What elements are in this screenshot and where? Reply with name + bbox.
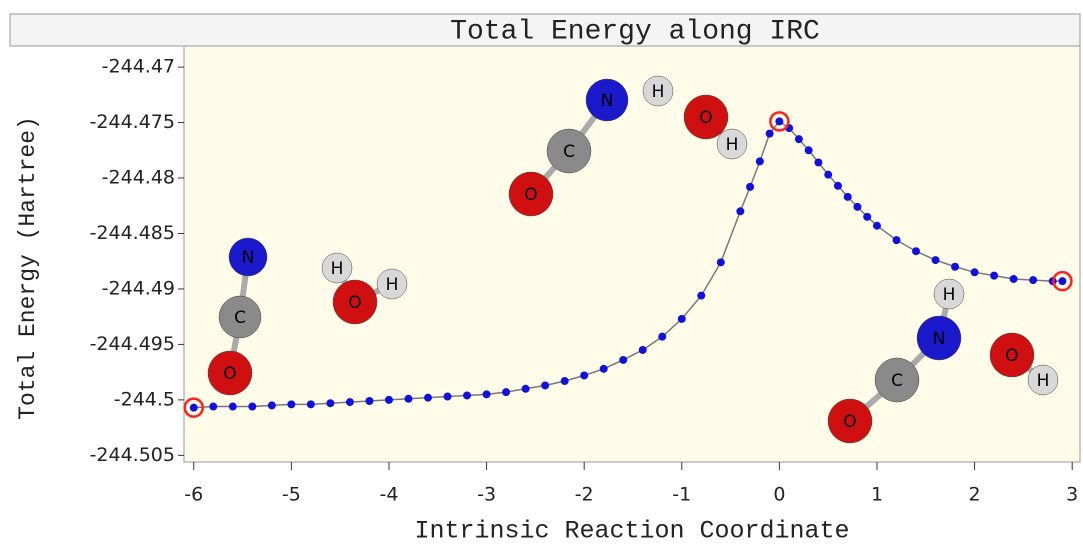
- x-tick-label: -2: [575, 484, 594, 506]
- point: [805, 146, 813, 154]
- atom-label: H: [943, 285, 956, 305]
- x-tick-label: 0: [773, 484, 785, 506]
- atom-label: O: [699, 108, 712, 128]
- chart-title: Total Energy along IRC: [450, 16, 820, 47]
- point: [746, 183, 754, 191]
- y-tick-label: -244.48: [102, 167, 175, 189]
- point: [824, 171, 832, 179]
- point: [951, 263, 959, 271]
- point: [863, 213, 871, 221]
- atom-label: N: [601, 91, 614, 111]
- point: [268, 401, 276, 409]
- point: [600, 365, 608, 373]
- atom-label: O: [524, 185, 537, 205]
- atom-label: H: [1037, 371, 1050, 391]
- atom-label: O: [348, 293, 361, 313]
- point: [287, 400, 295, 408]
- point: [795, 135, 803, 143]
- point: [990, 272, 998, 280]
- x-axis-label: Intrinsic Reaction Coordinate: [414, 517, 849, 545]
- point: [209, 403, 217, 411]
- point: [1058, 277, 1066, 285]
- point: [893, 236, 901, 244]
- y-tick-label: -244.485: [90, 222, 175, 244]
- point: [1010, 275, 1018, 283]
- point: [346, 398, 354, 406]
- point: [444, 393, 452, 401]
- point: [463, 391, 471, 399]
- x-tick-label: 3: [1066, 484, 1078, 506]
- x-tick-label: 1: [871, 484, 883, 506]
- point: [658, 333, 666, 341]
- point: [717, 258, 725, 266]
- point: [775, 117, 783, 125]
- atom-label: N: [242, 248, 255, 268]
- point: [814, 158, 822, 166]
- point: [229, 403, 237, 411]
- point: [522, 385, 530, 393]
- atom-label: O: [1005, 346, 1018, 366]
- chart: Total Energy along IRC Total Energy (Har…: [0, 0, 1083, 545]
- point: [404, 395, 412, 403]
- point: [619, 356, 627, 364]
- point: [912, 247, 920, 255]
- y-tick-label: -244.47: [102, 56, 175, 78]
- point: [932, 256, 940, 264]
- y-tick-label: -244.475: [90, 111, 175, 133]
- x-tick-label: -6: [184, 484, 203, 506]
- point: [678, 315, 686, 323]
- point: [580, 371, 588, 379]
- y-axis-label: Total Energy (Hartree): [15, 116, 41, 420]
- x-tick-label: -3: [477, 484, 496, 506]
- point: [697, 292, 705, 300]
- atom-label: C: [234, 308, 246, 328]
- atom-label: H: [652, 82, 665, 102]
- point: [756, 157, 764, 165]
- atom-label: C: [563, 142, 575, 162]
- point: [385, 396, 393, 404]
- point: [365, 397, 373, 405]
- point: [971, 268, 979, 276]
- point: [326, 399, 334, 407]
- point: [483, 390, 491, 398]
- point: [639, 346, 647, 354]
- atom-label: C: [891, 371, 903, 391]
- atom-label: H: [386, 275, 399, 295]
- plot-area: [184, 46, 1080, 462]
- point: [307, 400, 315, 408]
- y-tick-label: -244.495: [90, 333, 175, 355]
- y-tick-label: -244.505: [90, 444, 175, 466]
- x-tick-label: -4: [379, 484, 398, 506]
- point: [853, 203, 861, 211]
- point: [736, 207, 744, 215]
- x-tick-label: 2: [969, 484, 981, 506]
- x-tick-label: -5: [282, 484, 301, 506]
- point: [424, 394, 432, 402]
- atom-label: O: [843, 412, 856, 432]
- y-tick-label: -244.49: [102, 277, 175, 299]
- point: [873, 222, 881, 230]
- point: [541, 381, 549, 389]
- x-tick-label: -1: [672, 484, 691, 506]
- point: [502, 388, 510, 396]
- point: [844, 193, 852, 201]
- point: [248, 403, 256, 411]
- point: [766, 130, 774, 138]
- atom-label: H: [726, 135, 739, 155]
- atom-label: H: [331, 259, 344, 279]
- atom-label: O: [223, 364, 236, 384]
- atom-label: N: [933, 329, 946, 349]
- y-tick-label: -244.5: [114, 388, 175, 410]
- point: [1029, 276, 1037, 284]
- point: [834, 182, 842, 190]
- point: [190, 404, 198, 412]
- point: [561, 377, 569, 385]
